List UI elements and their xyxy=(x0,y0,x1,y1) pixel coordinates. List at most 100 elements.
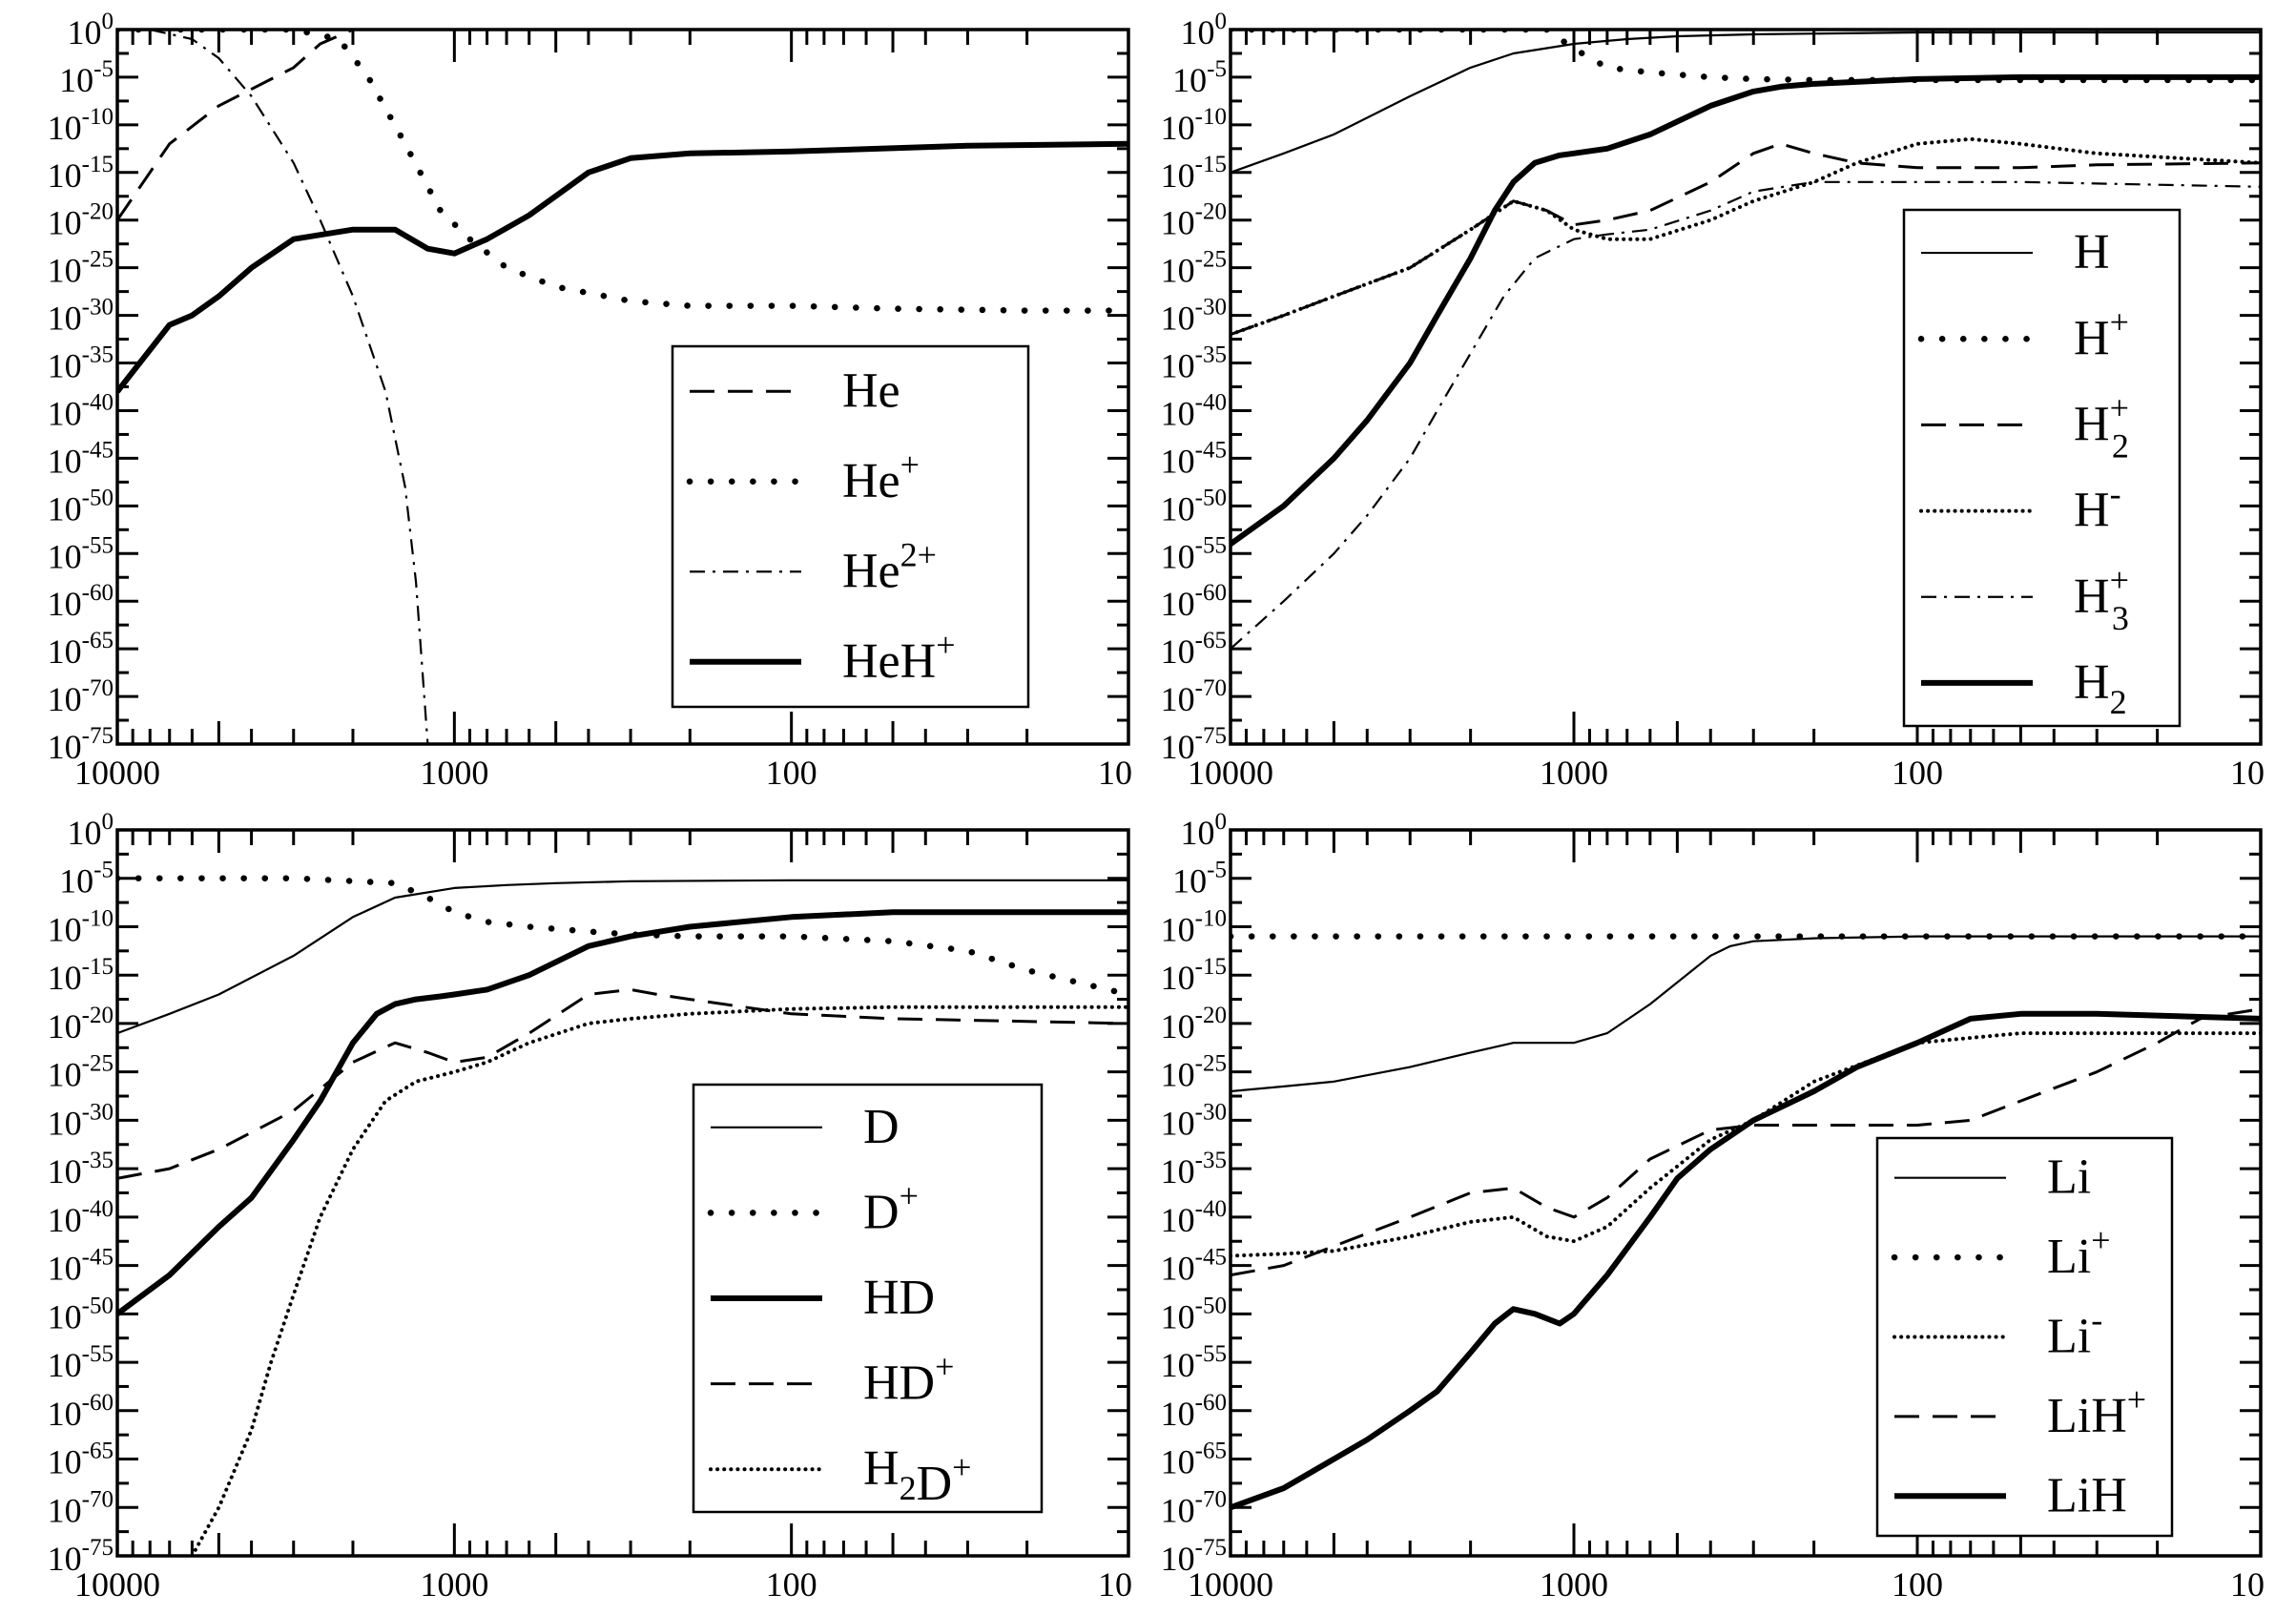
x-tick-label: 10 xyxy=(2230,1565,2265,1604)
legend-label: He+ xyxy=(842,445,920,508)
ticks xyxy=(117,830,1128,1556)
y-tick-label: 10-10 xyxy=(1161,104,1227,147)
y-tick-label: 100 xyxy=(68,809,114,852)
y-tick-label: 10-10 xyxy=(48,104,114,147)
series-line-lih xyxy=(1231,1010,2261,1511)
y-tick-label: 10-5 xyxy=(1172,858,1227,901)
y-tick-label: 10-60 xyxy=(1161,1390,1227,1433)
y-tick-label: 10-40 xyxy=(48,1196,114,1239)
legend-label: He xyxy=(842,363,900,418)
plot-frame xyxy=(1229,28,2263,746)
y-tick-label: 10-40 xyxy=(48,389,114,432)
y-tick-label: 10-15 xyxy=(1161,954,1227,997)
x-tick-label: 10000 xyxy=(1188,1565,1273,1604)
y-tick-label: 10-20 xyxy=(1161,1003,1227,1046)
legend-item-d: D xyxy=(711,1100,900,1154)
y-tick-label: 10-5 xyxy=(1172,56,1227,99)
legend: H H+ H+ 2 H- H+ 3 H2 xyxy=(1902,208,2182,728)
y-tick-label: 10-20 xyxy=(48,1003,114,1046)
y-tick-label: 10-45 xyxy=(48,437,114,480)
legend-box xyxy=(1902,208,2182,728)
series-line-lihplus xyxy=(1231,1007,2261,1277)
y-tick-label: 10-20 xyxy=(48,199,114,242)
legend-item-h: H xyxy=(1921,225,2110,280)
y-tick-label: 10-35 xyxy=(1161,342,1227,385)
y-tick-label: 10-50 xyxy=(48,485,114,528)
legend-label: H2D+ xyxy=(863,1441,971,1511)
series-group xyxy=(1231,30,2261,650)
x-tick-label: 1000 xyxy=(1540,1565,1608,1604)
y-tick-labels: 100 10-510-10 10-15 10-20 10-25 10-30 10-35 10-… xyxy=(1161,809,1227,1578)
y-tick-label: 10-45 xyxy=(48,1245,114,1288)
series-group xyxy=(117,875,1128,1556)
legend-label: LiH xyxy=(2047,1468,2127,1522)
legend-label: HD+ xyxy=(863,1348,954,1411)
series-line-he xyxy=(117,30,1128,221)
series-line-d xyxy=(117,879,1128,1035)
series-line-he2plus xyxy=(117,30,429,744)
legend-label: H xyxy=(2074,225,2110,280)
y-tick-label: 10-35 xyxy=(1161,1148,1227,1191)
legend: He He+ He2+ HeH+ xyxy=(671,344,1030,709)
x-tick-label: 100 xyxy=(766,1565,817,1604)
y-tick-label: 10-60 xyxy=(48,580,114,623)
legend-label: He2+ xyxy=(842,535,937,598)
y-tick-label: 100 xyxy=(1181,809,1228,852)
series-line-hd xyxy=(117,909,1128,1316)
y-tick-label: 10-15 xyxy=(1161,152,1227,195)
series-line-dplus xyxy=(117,875,1128,998)
x-tick-label: 1000 xyxy=(420,1565,488,1604)
y-tick-label: 10-70 xyxy=(1161,1486,1227,1529)
y-tick-label: 10-65 xyxy=(48,628,114,671)
y-tick-label: 10-65 xyxy=(48,1439,114,1481)
series-line-heplus xyxy=(117,30,1128,314)
y-tick-label: 10-35 xyxy=(48,342,114,385)
x-tick-label: 100 xyxy=(766,754,817,792)
legend-item-liplus: Li+ xyxy=(1891,1221,2111,1284)
series-group xyxy=(117,30,1128,744)
ticks xyxy=(117,30,1128,744)
legend-item-he: He xyxy=(690,363,900,418)
x-tick-labels: 10000 1000 100 10 xyxy=(74,754,1132,792)
y-tick-label: 10-20 xyxy=(1161,199,1227,242)
x-tick-label: 10 xyxy=(2230,754,2265,792)
legend-item-liminus: Li- xyxy=(1893,1301,2102,1364)
legend-item-hplus: H+ xyxy=(1917,302,2129,365)
y-tick-label: 10-50 xyxy=(48,1293,114,1335)
y-tick-label: 10-65 xyxy=(1161,1439,1227,1481)
panel-hydrogen: 10000 1000 100 1010010-510-1010-1510-2010-2… xyxy=(1161,9,2265,792)
y-tick-label: 10-75 xyxy=(1161,723,1227,766)
x-tick-label: 100 xyxy=(1892,1565,1943,1604)
y-tick-label: 10-25 xyxy=(48,1051,114,1094)
legend-item-dplus: D+ xyxy=(707,1176,919,1239)
plot-frame xyxy=(115,28,1130,746)
plot-frame xyxy=(1229,828,2263,1558)
legend-item-hminus: H- xyxy=(1919,475,2121,538)
plot-frame xyxy=(115,828,1130,1558)
legend-item-heplus: He+ xyxy=(686,445,920,508)
x-tick-label: 1000 xyxy=(420,754,488,792)
ticks xyxy=(1231,830,2261,1556)
legend: D D+ HD HD+ H2D+ xyxy=(692,1083,1044,1514)
series-line-h3plus xyxy=(1231,180,2261,650)
series-line-hplus xyxy=(1231,30,2261,84)
series-line-hehplus xyxy=(117,140,1128,394)
legend-label: H+ 3 xyxy=(2074,561,2129,637)
series-line-li xyxy=(1231,935,2261,1093)
legend-label: HD xyxy=(863,1271,935,1325)
y-tick-label: 10-40 xyxy=(1161,1196,1227,1239)
x-tick-label: 10 xyxy=(1098,754,1132,792)
series-line-liminus xyxy=(1231,1031,2261,1258)
panel-deuterium: 10000 1000 100 10 100 10-510-10 10-15 10-20 10-2… xyxy=(48,809,1132,1604)
y-tick-label: 10-70 xyxy=(48,675,114,718)
y-tick-label: 10-30 xyxy=(1161,1099,1227,1142)
legend-label: H2 xyxy=(2074,655,2127,721)
y-tick-label: 10-75 xyxy=(48,1535,114,1578)
y-tick-label: 10-15 xyxy=(48,954,114,997)
legend-item-lih: LiH xyxy=(1894,1468,2127,1522)
ticks xyxy=(1231,30,2261,744)
legend-item-h3plus: H+ 3 xyxy=(1921,561,2129,637)
legend-label: D+ xyxy=(863,1176,919,1239)
y-tick-label: 10-50 xyxy=(1161,485,1227,528)
x-tick-labels: 10000 1000 100 10 xyxy=(1188,1565,2265,1604)
